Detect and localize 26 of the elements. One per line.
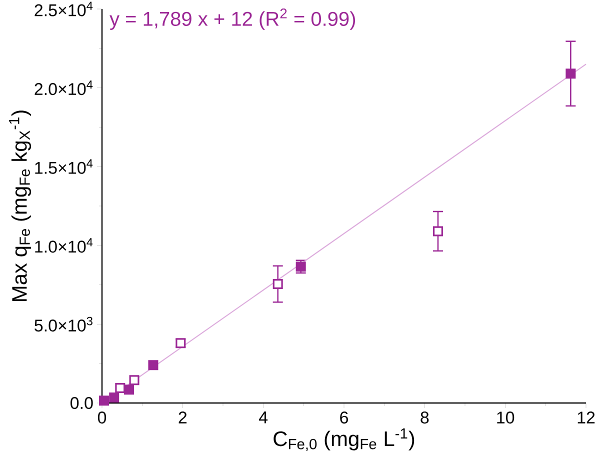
x-tick-label: 10 xyxy=(497,412,514,424)
point xyxy=(148,360,158,370)
y-axis-title: Max q$_{Fe}$ (mg$_{Fe}$ kg$_{X}$$^{-1}$) xyxy=(9,110,32,301)
x-tick-label: 6 xyxy=(340,412,348,424)
x-tick-label: 8 xyxy=(420,412,429,424)
point xyxy=(129,375,140,386)
point xyxy=(272,279,283,290)
point xyxy=(124,384,134,395)
point xyxy=(176,338,186,348)
point xyxy=(115,383,126,394)
point xyxy=(432,226,443,236)
x-tick-label: 12 xyxy=(578,412,595,424)
y-tick-label: 2.5×10$^{4}$ xyxy=(34,2,93,16)
y-tick-label: 5.0×10$^{3}$ xyxy=(34,316,92,332)
point xyxy=(99,396,110,406)
point xyxy=(566,68,576,79)
y-tick-label: 2.0×10$^{4}$ xyxy=(34,80,93,96)
x-tick-label: 0 xyxy=(98,412,106,424)
y-tick-label: 1.5×10$^{4}$ xyxy=(35,159,93,174)
x-tick-label: 4 xyxy=(259,412,268,424)
x-axis-title: C$_{Fe,0}$ (mg$_{Fe}$ L$^{-1}$) xyxy=(274,428,414,452)
y-tick-label: 1.0×10$^{4}$ xyxy=(35,238,93,253)
y-tick-label: 0.0 xyxy=(70,396,93,410)
annotation: y = 1,789 x + 12 (R$^{2}$ = 0.99) xyxy=(110,8,356,30)
point xyxy=(109,392,120,402)
x-tick-label: 2 xyxy=(178,412,187,424)
